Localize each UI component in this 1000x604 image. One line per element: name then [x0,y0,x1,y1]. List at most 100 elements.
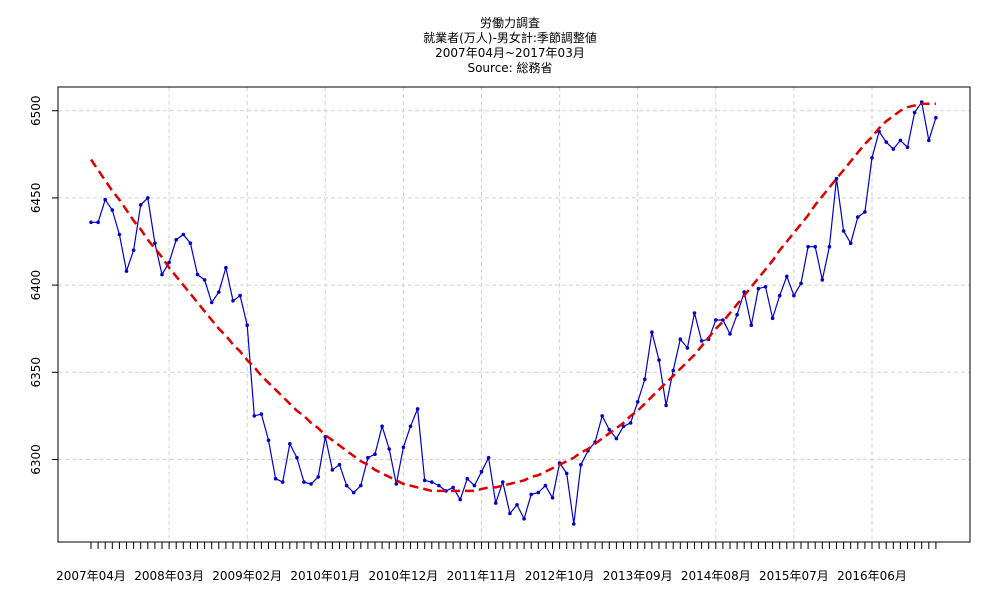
data-point [813,244,817,249]
data-point [564,471,569,476]
data-point [259,412,264,416]
data-point [465,476,470,481]
series-line [91,100,937,525]
data-point [394,482,399,486]
data-point [458,497,463,502]
data-point [89,220,93,225]
data-point [174,238,178,242]
title-line-2: 就業者(万人)-男女計:季節調整値 [423,30,597,45]
data-point [863,210,867,214]
data-point [110,208,115,212]
data-point [912,110,917,115]
data-point [785,274,789,279]
data-point [643,377,647,382]
data-point [728,332,732,336]
data-point [238,293,242,298]
data-point [330,468,335,472]
data-point [657,358,661,362]
data-point [273,476,278,481]
data-point [224,265,228,270]
x-tick-label: 2014年08月 [681,569,751,583]
x-tick-label: 2011年11月 [447,569,517,583]
data-point [337,462,342,467]
data-point [664,403,668,408]
data-point [373,452,377,457]
trend-line [89,102,936,493]
plot-frame [57,86,971,543]
data-point [181,232,186,237]
data-point [678,337,683,342]
data-point [188,241,193,245]
data-point [927,138,931,143]
data-point [536,490,541,495]
data-point [898,138,903,143]
data-point [671,368,675,373]
data-point [316,475,321,479]
title-line-3: 2007年04月~2017年03月 [435,46,585,60]
data-point [472,483,477,488]
data-point [543,483,548,488]
data-point [153,241,157,245]
data-point [529,492,533,497]
data-point [486,455,491,460]
data-point [628,421,633,425]
data-point [508,511,512,516]
x-tick-label: 2013年09月 [603,569,673,583]
data-point [146,196,150,200]
data-point [721,318,725,322]
data-point [841,229,846,233]
data-point [834,176,839,181]
data-point [96,220,100,225]
data-point [600,414,604,418]
data-point [934,115,938,120]
x-axis: 2007年04月 2008年03月 2009年02月 2010年01月 2010年12月… [56,542,937,583]
data-point [550,496,555,500]
data-point [202,278,207,282]
data-point [302,480,306,484]
data-point [359,483,363,488]
y-tick-label: 6450 [29,183,43,214]
data-point [344,483,349,488]
data-point [685,346,690,350]
data-point [288,442,292,446]
data-point [124,269,129,273]
data-point [884,140,888,144]
data-point [607,428,612,432]
x-tick-label: 2008年03月 [134,569,204,583]
data-point [387,447,392,451]
data-point [848,241,853,245]
data-point [870,156,874,160]
chart-title: 労働力調査 就業者(万人)-男女計:季節調整値 2007年04月~2017年03… [423,16,597,75]
data-point [245,323,249,328]
data-point [692,311,697,315]
data-point [770,316,775,321]
data-point [621,424,626,429]
y-tick-label: 6300 [29,444,43,475]
x-tick-label: 2009年02月 [212,569,282,583]
y-tick-label: 6400 [29,270,43,301]
data-point [905,145,910,150]
data-point [820,278,825,282]
data-point [614,436,619,441]
data-point [160,272,164,277]
data-point [401,445,406,450]
data-point [756,286,761,291]
data-point [280,480,285,484]
data-point [138,203,143,207]
data-point [309,482,313,486]
data-point [650,330,654,335]
y-axis: 6300 6350 6400 6450 6500 [29,95,58,475]
y-tick-label: 6350 [29,357,43,388]
data-point [380,424,384,429]
x-tick-label: 2010年12月 [368,569,438,583]
data-point [266,438,271,443]
data-point [295,455,299,460]
x-tick-label: 2015年07月 [759,569,829,583]
data-point [209,300,214,305]
data-point [699,339,704,343]
data-point [351,490,356,495]
series-dashed-trend [89,102,936,493]
data-point [515,503,519,507]
data-point [167,260,171,265]
